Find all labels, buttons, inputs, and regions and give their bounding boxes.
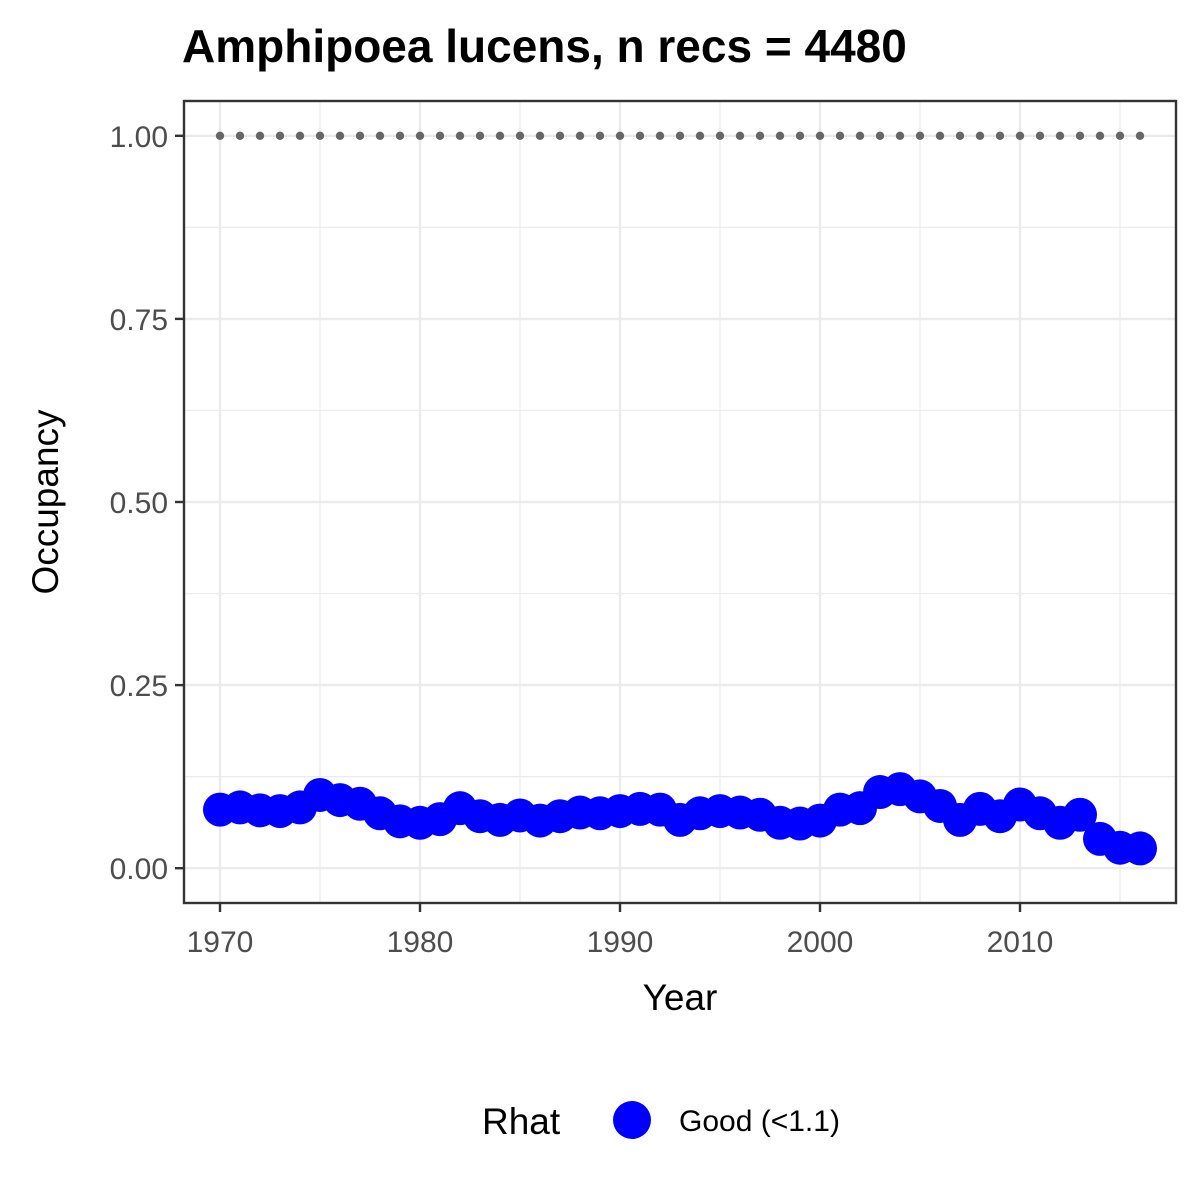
legend-label: Good (<1.1)	[679, 1105, 840, 1138]
y-tick-label: 0.75	[110, 304, 168, 337]
reference-point	[895, 131, 905, 140]
reference-point	[595, 131, 605, 140]
reference-point	[715, 131, 725, 140]
reference-point	[435, 131, 445, 140]
x-tick-label: 1970	[187, 926, 254, 959]
x-axis-title: Year	[643, 977, 718, 1018]
reference-point	[575, 131, 585, 140]
reference-point	[735, 131, 745, 140]
x-tick-label: 1980	[387, 926, 454, 959]
reference-point	[1095, 131, 1105, 140]
data-point	[1063, 797, 1097, 832]
x-axis: 1970 1980 1990 2000 2010	[187, 903, 1054, 959]
reference-point	[395, 131, 405, 140]
x-tick-label: 1990	[587, 926, 654, 959]
y-axis-title: Occupancy	[25, 409, 66, 595]
reference-point	[835, 131, 845, 140]
reference-point	[695, 131, 705, 140]
reference-point	[515, 131, 525, 140]
reference-point	[615, 131, 625, 140]
data-points	[203, 772, 1157, 866]
reference-point	[335, 131, 345, 140]
reference-point	[1015, 131, 1025, 140]
x-tick-label: 2010	[987, 926, 1054, 959]
reference-point	[675, 131, 685, 140]
reference-point	[535, 131, 545, 140]
reference-point	[475, 131, 485, 140]
legend-title: Rhat	[482, 1101, 561, 1142]
reference-point	[275, 131, 285, 140]
reference-point	[635, 131, 645, 140]
reference-point	[815, 131, 825, 140]
reference-point	[915, 131, 925, 140]
data-point	[1123, 831, 1157, 866]
reference-point	[295, 131, 305, 140]
reference-point	[255, 131, 265, 140]
reference-point	[655, 131, 665, 140]
reference-point	[1055, 131, 1065, 140]
reference-point	[1115, 131, 1125, 140]
reference-point	[315, 131, 325, 140]
legend: Rhat Good (<1.1)	[482, 1101, 840, 1142]
reference-point	[975, 131, 985, 140]
reference-point	[955, 131, 965, 140]
reference-point	[1135, 131, 1145, 140]
reference-point	[235, 131, 245, 140]
y-tick-label: 0.25	[110, 670, 168, 703]
reference-point	[355, 131, 365, 140]
reference-point	[795, 131, 805, 140]
reference-point	[495, 131, 505, 140]
y-tick-label: 0.50	[110, 487, 168, 520]
reference-point	[1035, 131, 1045, 140]
reference-point	[1075, 131, 1085, 140]
y-axis: 0.00 0.25 0.50 0.75 1.00	[110, 121, 184, 886]
reference-point	[855, 131, 865, 140]
reference-point	[935, 131, 945, 140]
reference-point	[375, 131, 385, 140]
reference-point	[215, 131, 225, 140]
reference-point	[995, 131, 1005, 140]
reference-point	[775, 131, 785, 140]
y-tick-label: 1.00	[110, 121, 168, 154]
reference-point	[755, 131, 765, 140]
reference-point	[415, 131, 425, 140]
reference-point	[875, 131, 885, 140]
reference-point	[555, 131, 565, 140]
y-tick-label: 0.00	[110, 853, 168, 886]
chart-title: Amphipoea lucens, n recs = 4480	[182, 20, 907, 72]
reference-point	[455, 131, 465, 140]
reference-points	[215, 131, 1145, 140]
x-tick-label: 2000	[787, 926, 854, 959]
legend-key-point	[613, 1101, 651, 1139]
grid-lines	[184, 101, 1176, 903]
